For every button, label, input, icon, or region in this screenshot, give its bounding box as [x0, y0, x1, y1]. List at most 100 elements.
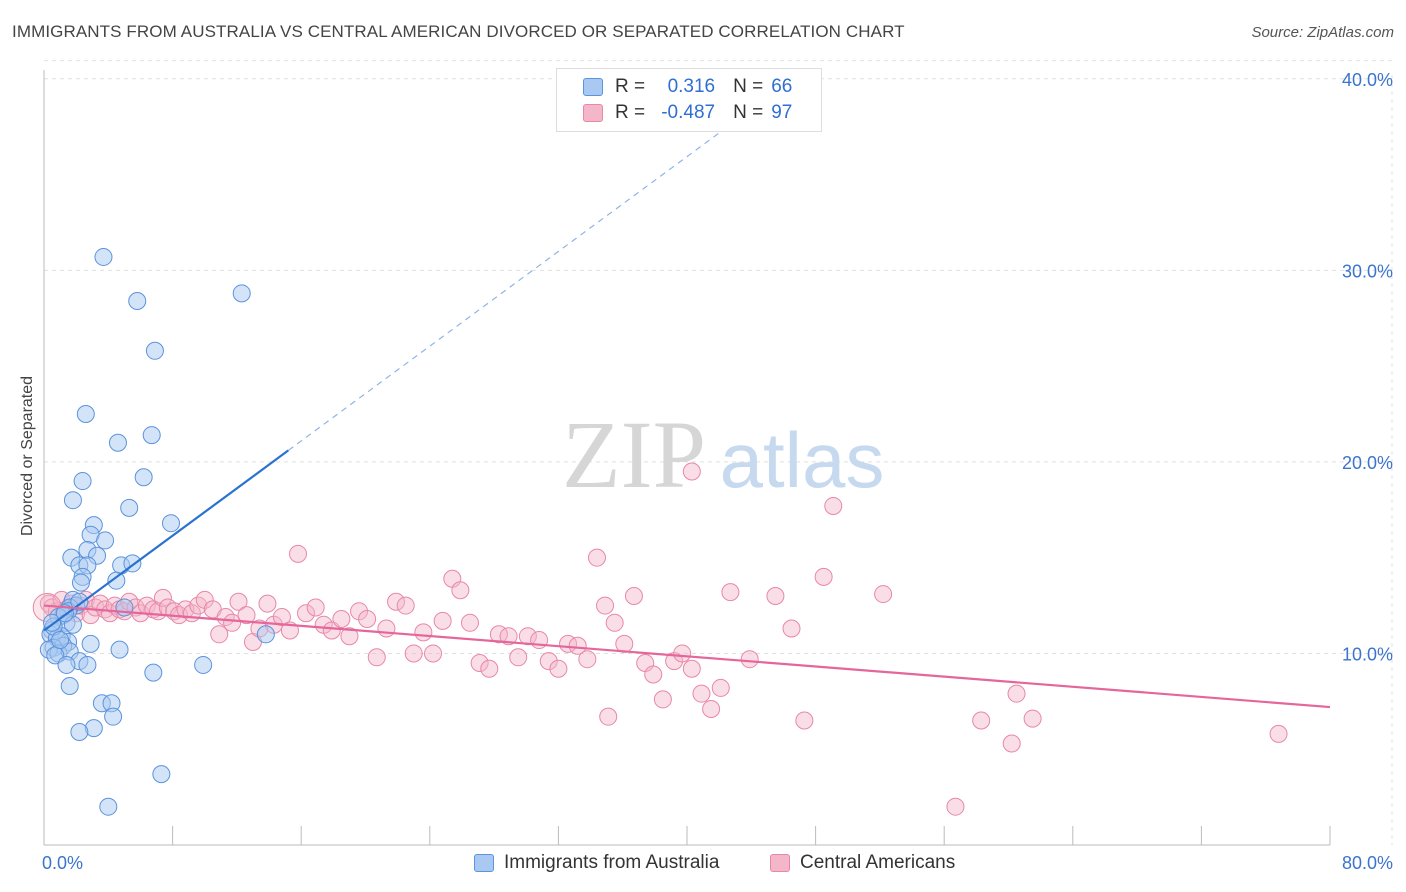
data-point-australia — [120, 498, 139, 517]
trend-lines — [43, 120, 1331, 709]
data-point-central-americans — [568, 636, 587, 655]
data-point-australia — [110, 640, 129, 659]
data-point-central-americans — [387, 592, 406, 611]
data-point-australia — [232, 284, 251, 303]
grid-lines — [44, 60, 1393, 845]
data-point-central-americans — [673, 644, 692, 663]
trend-line-australia-extension — [287, 120, 736, 451]
data-point-central-americans — [377, 619, 396, 638]
legend-r-label: R = — [615, 102, 646, 123]
data-point-central-americans — [153, 588, 172, 607]
data-point-australia — [51, 631, 70, 650]
data-point-central-americans — [682, 462, 701, 481]
legend-n-label: N = — [733, 76, 764, 97]
bottom-legend-label: Central Americans — [800, 852, 956, 873]
data-point-central-americans — [424, 644, 443, 663]
data-point-australia — [94, 247, 113, 266]
data-point-central-americans — [367, 648, 386, 667]
australia-points — [39, 247, 275, 816]
data-point-australia — [71, 573, 90, 592]
data-point-central-americans — [702, 699, 721, 718]
data-point-central-americans — [578, 650, 597, 669]
legend-row-australia: R = 0.316 N = 66 — [557, 74, 792, 100]
trend-line-central-americans — [43, 604, 1331, 709]
data-point-central-americans — [272, 608, 291, 627]
x-tick-label: 0.0% — [42, 853, 83, 873]
y-tick-label: 40.0% — [1342, 70, 1393, 90]
bottom-legend-label: Immigrants from Australia — [504, 852, 720, 873]
data-point-central-americans — [433, 611, 452, 630]
data-point-australia — [194, 655, 213, 674]
data-point-central-americans — [644, 665, 663, 684]
legend: R = 0.316 N = 66 R = -0.487 N = 97 — [556, 68, 822, 132]
data-point-central-americans — [91, 594, 110, 613]
data-point-central-americans — [874, 585, 893, 604]
data-point-australia — [107, 571, 126, 590]
data-point-central-americans — [624, 586, 643, 605]
data-point-central-americans — [509, 648, 528, 667]
data-point-central-americans — [332, 609, 351, 628]
source-label: Source: ZipAtlas.com — [1251, 24, 1394, 41]
data-point-central-americans — [258, 594, 277, 613]
data-point-central-americans — [470, 654, 489, 673]
legend-n-value: 97 — [771, 102, 793, 123]
data-point-central-americans — [599, 707, 618, 726]
legend-n-value: 66 — [771, 76, 793, 97]
data-point-central-americans — [824, 496, 843, 515]
data-point-central-americans — [404, 644, 423, 663]
data-point-australia — [104, 707, 123, 726]
bottom-legend-swatch-blue — [474, 854, 494, 872]
data-point-central-americans — [460, 613, 479, 632]
y-axis-label: Divorced or Separated — [19, 375, 36, 537]
data-point-central-americans — [210, 625, 229, 644]
data-point-central-americans — [653, 690, 672, 709]
data-point-australia — [134, 468, 153, 487]
data-point-central-americans — [782, 619, 801, 638]
data-point-australia — [81, 634, 100, 653]
y-tick-label: 20.0% — [1342, 453, 1393, 473]
data-point-central-americans — [539, 652, 558, 671]
data-point-central-americans — [549, 659, 568, 678]
data-point-australia — [70, 592, 89, 611]
data-point-central-americans — [322, 621, 341, 640]
legend-swatch-pink — [583, 104, 603, 122]
data-point-australia — [128, 291, 147, 310]
data-point-central-americans — [605, 613, 624, 632]
data-point-australia — [161, 514, 180, 533]
data-point-australia — [152, 765, 171, 784]
data-point-central-americans — [682, 659, 701, 678]
tick-labels: 10.0% 20.0% 30.0% 40.0% 0.0% 80.0% — [42, 70, 1393, 873]
data-point-central-americans — [1023, 709, 1042, 728]
central-americans-points — [32, 462, 1288, 816]
data-point-central-americans — [711, 678, 730, 697]
data-point-australia — [57, 655, 76, 674]
y-tick-label: 30.0% — [1342, 261, 1393, 281]
data-point-australia — [145, 341, 164, 360]
data-point-central-americans — [1269, 724, 1288, 743]
data-point-australia — [78, 655, 97, 674]
data-point-australia — [96, 531, 115, 550]
data-point-central-americans — [237, 606, 256, 625]
data-point-central-americans — [1007, 684, 1026, 703]
data-point-australia — [76, 405, 95, 424]
data-point-central-americans — [358, 609, 377, 628]
data-point-australia — [142, 426, 161, 445]
legend-row-central-americans: R = -0.487 N = 97 — [557, 100, 792, 126]
bottom-legend-australia: Immigrants from Australia — [474, 852, 719, 874]
data-point-central-americans — [499, 627, 518, 646]
data-point-central-americans — [587, 548, 606, 567]
data-point-australia — [256, 625, 275, 644]
data-point-central-americans — [814, 567, 833, 586]
watermark-zip: ZIP — [562, 401, 706, 508]
data-point-central-americans — [451, 581, 470, 600]
watermark: ZIP atlas — [562, 401, 884, 508]
data-point-australia — [63, 491, 82, 510]
bottom-legend-central-americans: Central Americans — [770, 852, 955, 874]
data-point-australia — [144, 663, 163, 682]
trend-line-australia — [43, 449, 289, 632]
data-point-central-americans — [480, 659, 499, 678]
data-point-australia — [108, 433, 127, 452]
data-point-central-americans — [795, 711, 814, 730]
data-point-australia — [60, 677, 79, 696]
